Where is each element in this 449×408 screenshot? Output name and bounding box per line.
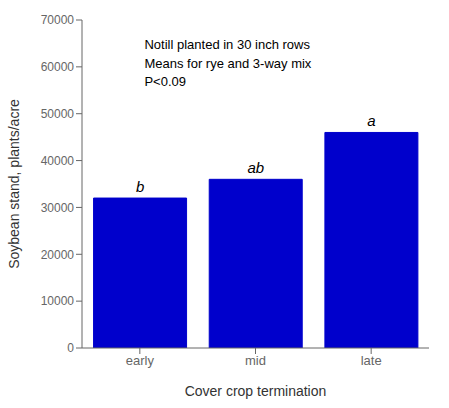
svg-text:ab: ab — [247, 159, 264, 176]
svg-text:50000: 50000 — [41, 107, 75, 121]
svg-text:60000: 60000 — [41, 60, 75, 74]
svg-text:late: late — [361, 353, 382, 368]
svg-text:30000: 30000 — [41, 201, 75, 215]
svg-text:0: 0 — [67, 341, 74, 355]
svg-text:Cover crop termination: Cover crop termination — [185, 383, 327, 399]
html-text:Means for rye and 3-way mix: Means for rye and 3-way mix — [144, 55, 312, 71]
html-text:Notill planted in 30 inch rows: Notill planted in 30 inch rows — [144, 37, 310, 53]
svg-text:Soybean stand, plants/acre: Soybean stand, plants/acre — [8, 99, 22, 269]
svg-text:early: early — [126, 353, 155, 368]
html-text:P<0.09: P<0.09 — [144, 73, 186, 89]
svg-text:70000: 70000 — [41, 13, 75, 27]
svg-text:20000: 20000 — [41, 248, 75, 262]
svg-text:mid: mid — [245, 353, 266, 368]
svg-text:40000: 40000 — [41, 154, 75, 168]
svg-text:b: b — [136, 178, 144, 195]
svg-text:a: a — [367, 112, 375, 129]
svg-text:10000: 10000 — [41, 294, 75, 308]
